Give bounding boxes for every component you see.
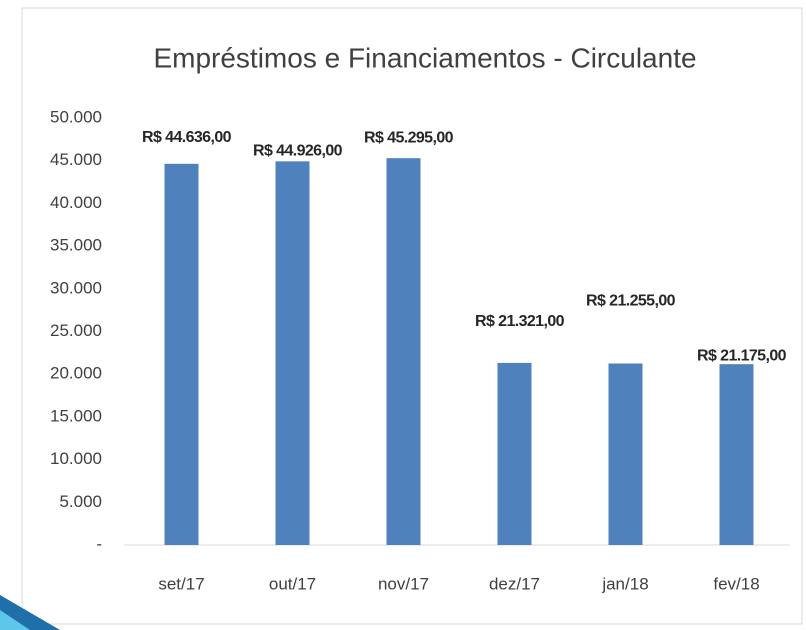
value-label: R$ 44.926,00 [253,143,343,160]
bar [276,161,310,545]
y-tick-label: 45.000 [50,150,102,169]
y-tick-label: 25.000 [50,321,102,340]
bar [720,364,754,545]
y-tick-label: 40.000 [50,193,102,212]
value-label: R$ 21.255,00 [586,293,676,310]
bar [165,164,199,545]
value-label: R$ 21.175,00 [697,347,787,364]
y-tick-label: 35.000 [50,236,102,255]
y-tick-label: - [96,534,102,553]
bar [609,363,643,545]
x-tick-label: nov/17 [378,574,429,593]
chart: Empréstimos e Financiamentos - Circulant… [0,0,806,630]
x-tick-label: set/17 [158,574,204,593]
x-tick-label: fev/18 [713,574,759,593]
y-tick-label: 50.000 [50,107,102,126]
y-tick-label: 20.000 [50,364,102,383]
x-tick-label: dez/17 [489,574,540,593]
bar [498,363,532,545]
y-tick-label: 5.000 [59,492,102,511]
value-label: R$ 45.295,00 [364,129,454,146]
value-label: R$ 21.321,00 [475,313,565,330]
chart-title: Empréstimos e Financiamentos - Circulant… [153,42,696,73]
y-tick-label: 10.000 [50,449,102,468]
bar [387,158,421,545]
y-tick-label: 30.000 [50,278,102,297]
value-label: R$ 44.636,00 [142,129,232,146]
x-tick-label: out/17 [269,574,316,593]
x-tick-label: jan/18 [601,574,648,593]
y-tick-label: 15.000 [50,406,102,425]
